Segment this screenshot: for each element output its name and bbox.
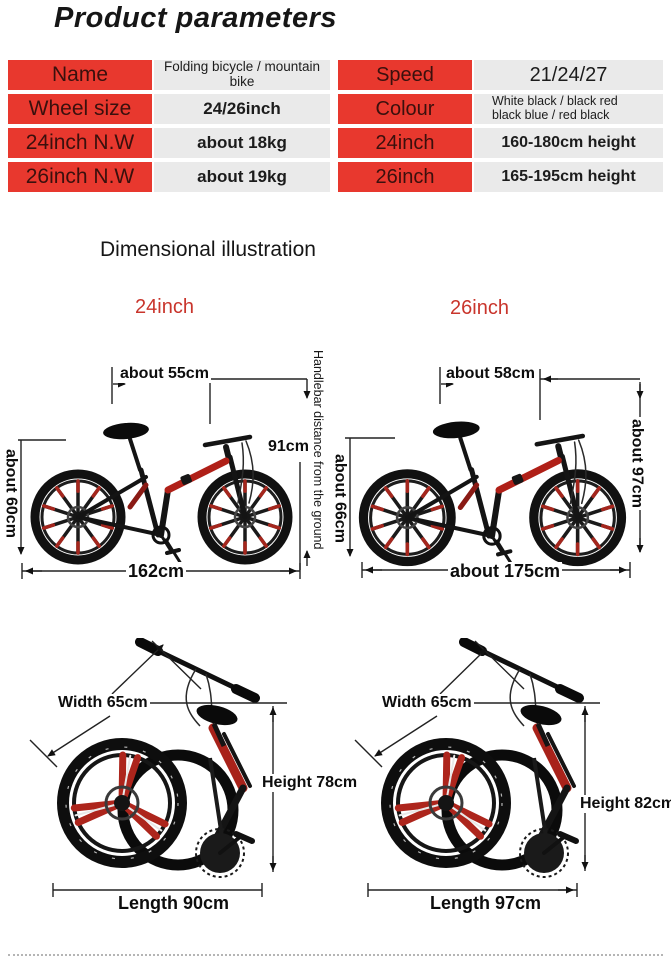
dim-right-height-26: about 97cm — [628, 417, 646, 510]
dim-handlebar-height-24: 91cm — [266, 438, 311, 456]
parameters-table-right: Speed 21/24/27 Colour White black / blac… — [338, 60, 663, 196]
param-value: about 19kg — [154, 162, 330, 192]
table-row: 26inch N.W about 19kg — [8, 162, 330, 192]
param-value: White black / black red black blue / red… — [474, 94, 663, 124]
param-label: 24inch — [338, 128, 472, 158]
bottom-dotted-divider — [8, 954, 663, 956]
dim-width-folded-24: Width 65cm — [56, 694, 150, 712]
param-value: 24/26inch — [154, 94, 330, 124]
param-label: Colour — [338, 94, 472, 124]
param-value: about 18kg — [154, 128, 330, 158]
parameters-table-left: Name Folding bicycle / mountain bike Whe… — [8, 59, 330, 196]
param-value: Folding bicycle / mountain bike — [154, 59, 330, 90]
dim-left-height-24: about 60cm — [2, 447, 20, 540]
table-row: Speed 21/24/27 — [338, 60, 663, 90]
dim-height-folded-24: Height 78cm — [260, 774, 360, 792]
param-label: 24inch N.W — [8, 128, 152, 158]
table-row: 24inch 160-180cm height — [338, 128, 663, 158]
dim-length-24: 162cm — [126, 561, 187, 582]
dim-length-folded-26: Length 97cm — [428, 893, 544, 914]
table-row: 24inch N.W about 18kg — [8, 128, 330, 158]
param-label: Wheel size — [8, 94, 152, 124]
table-row: Wheel size 24/26inch — [8, 94, 330, 124]
param-value-line2: black blue / red black — [492, 108, 610, 122]
dim-width-folded-26: Width 65cm — [380, 694, 474, 712]
param-value: 165-195cm height — [474, 162, 663, 192]
param-label: 26inch N.W — [8, 162, 152, 192]
section-heading: Dimensional illustration — [100, 238, 316, 261]
param-label: 26inch — [338, 162, 472, 192]
bike-24inch-illustration — [18, 385, 308, 585]
table-row: Name Folding bicycle / mountain bike — [8, 59, 330, 90]
table-row: Colour White black / black red black blu… — [338, 94, 663, 124]
param-label: Name — [8, 60, 152, 90]
page-title: Product parameters — [54, 2, 337, 34]
param-value: 160-180cm height — [474, 128, 663, 158]
bike-26inch-folded-illustration — [352, 638, 642, 888]
param-label: Speed — [338, 60, 472, 90]
bike-26inch-illustration — [346, 383, 642, 587]
table-row: 26inch 165-195cm height — [338, 162, 663, 192]
dim-top-width-24: about 55cm — [118, 365, 211, 383]
dim-length-folded-24: Length 90cm — [116, 893, 232, 914]
dim-length-26: about 175cm — [448, 561, 563, 582]
param-value-line1: White black / black red — [492, 94, 618, 109]
handlebar-distance-note: Handlebar distance from the ground — [311, 350, 325, 550]
bike26-size-label: 26inch — [450, 297, 509, 319]
dim-height-folded-26: Height 82cm — [578, 795, 671, 813]
bike24-size-label: 24inch — [135, 296, 194, 318]
bike-24inch-folded-illustration — [28, 638, 318, 888]
param-value: 21/24/27 — [474, 60, 663, 90]
dim-top-width-26: about 58cm — [444, 365, 537, 383]
dim-left-height-26: about 66cm — [331, 452, 349, 545]
